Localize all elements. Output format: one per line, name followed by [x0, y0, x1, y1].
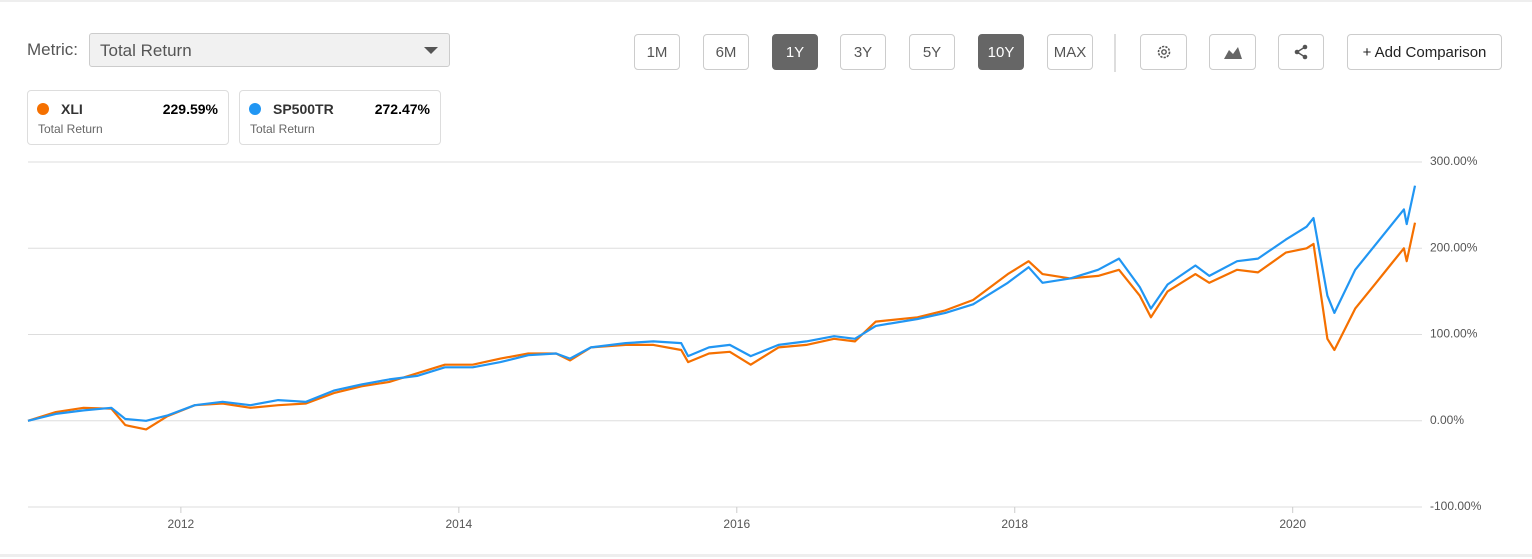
- legend-value: 229.59%: [162, 101, 218, 117]
- metric-value: Total Return: [100, 41, 192, 60]
- legend-subtitle: Total Return: [38, 122, 103, 136]
- legend-value: 272.47%: [374, 101, 430, 117]
- range-button[interactable]: 3Y: [840, 34, 886, 70]
- share-icon: [1294, 44, 1308, 60]
- legend-subtitle: Total Return: [250, 122, 315, 136]
- series-line: [27, 185, 1417, 422]
- legend-dot: [37, 103, 49, 115]
- range-button[interactable]: 6M: [703, 34, 749, 70]
- y-tick-label: -100.00%: [1430, 499, 1482, 513]
- legend-name: XLI: [61, 101, 83, 117]
- x-tick-label: 2012: [168, 517, 195, 531]
- caret: [424, 47, 438, 54]
- range-button[interactable]: 5Y: [909, 34, 955, 70]
- x-tick-label: 2016: [723, 517, 750, 531]
- y-tick-label: 300.00%: [1430, 154, 1478, 168]
- x-tick-label: 2014: [445, 517, 472, 531]
- legend-name: SP500TR: [273, 101, 334, 117]
- settings-button[interactable]: [1140, 34, 1187, 70]
- add-comparison-button[interactable]: + Add Comparison: [1347, 34, 1502, 70]
- metric-select[interactable]: Total Return: [89, 33, 450, 67]
- share-button[interactable]: [1278, 34, 1324, 70]
- legend-card[interactable]: SP500TR 272.47% Total Return: [239, 90, 441, 145]
- separator: [1114, 34, 1116, 72]
- x-tick-label: 2018: [1001, 517, 1028, 531]
- range-button[interactable]: 10Y: [978, 34, 1024, 70]
- chart-type-button[interactable]: [1209, 34, 1256, 70]
- y-tick-label: 0.00%: [1430, 413, 1464, 427]
- gear-icon: [1157, 45, 1170, 59]
- metric-label: Metric:: [27, 40, 78, 59]
- x-tick-label: 2020: [1279, 517, 1306, 531]
- range-button[interactable]: 1M: [634, 34, 680, 70]
- series-line: [27, 222, 1417, 431]
- y-tick-label: 200.00%: [1430, 240, 1478, 254]
- range-button[interactable]: MAX: [1047, 34, 1093, 70]
- y-tick-label: 100.00%: [1430, 327, 1478, 341]
- legend-card[interactable]: XLI 229.59% Total Return: [27, 90, 229, 145]
- area-icon: [1223, 47, 1242, 59]
- legend-dot: [249, 103, 261, 115]
- range-button[interactable]: 1Y: [772, 34, 818, 70]
